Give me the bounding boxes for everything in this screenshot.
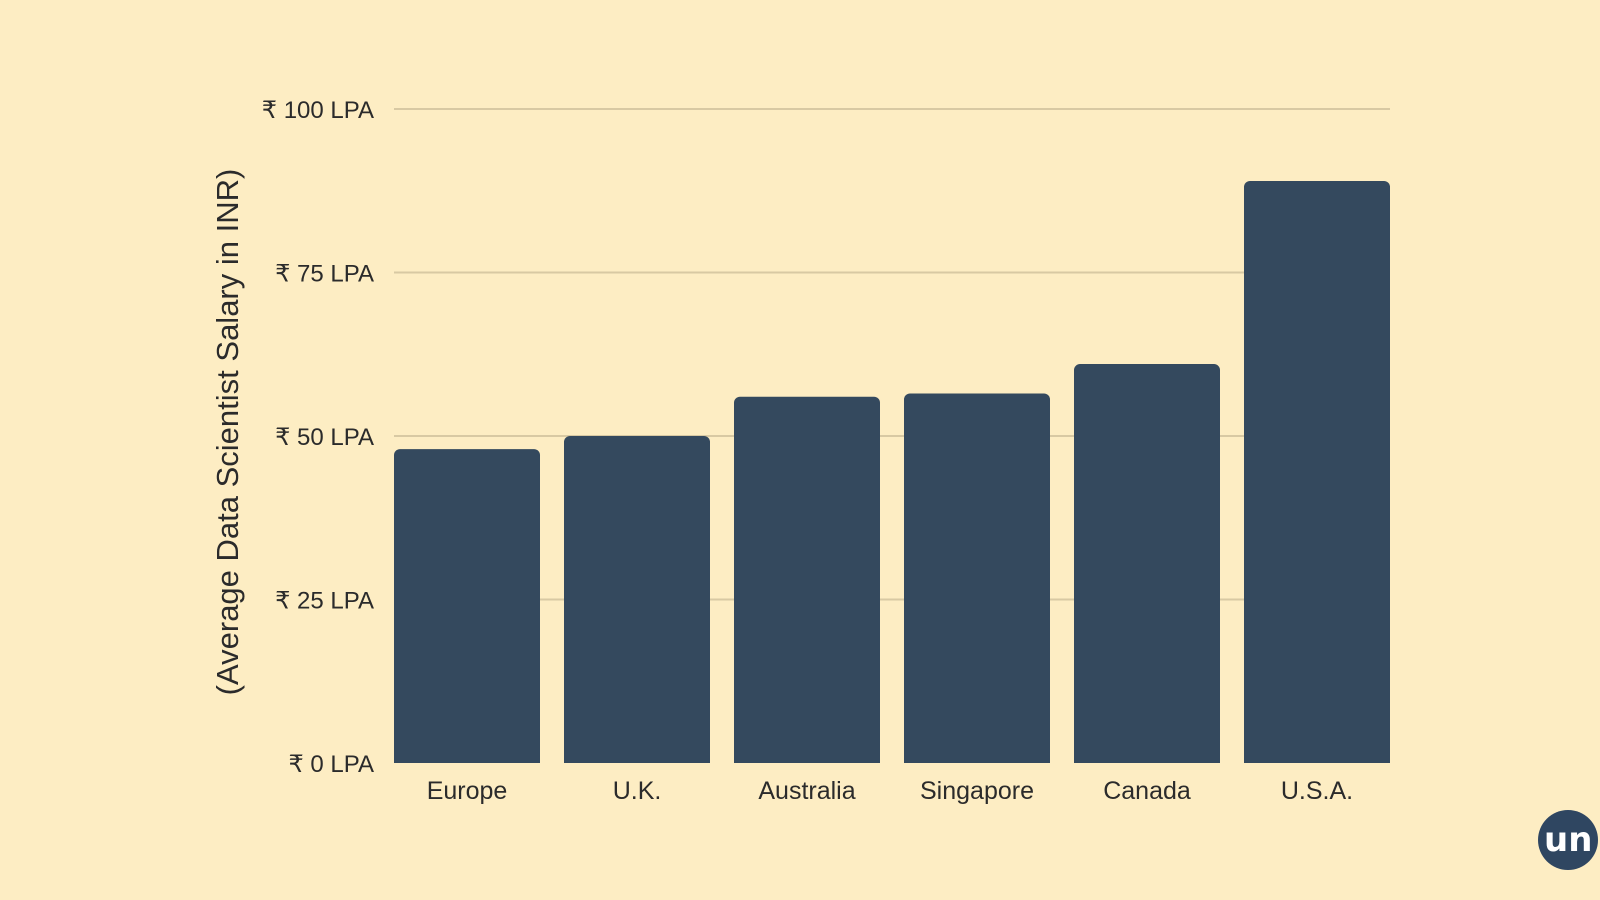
bar-europe [394,449,540,763]
category-labels: Europe U.K. Australia Singapore Canada U.S.A. [427,777,1353,805]
bar-australia [734,396,880,763]
y-axis-title: (Average Data Scientist Salary in INR) [210,169,245,696]
bar-base [564,755,710,763]
brand-logo: un [1538,810,1598,870]
y-tick-label: ₹ 100 LPA [262,97,374,124]
bar-base [734,755,880,763]
bar-base [1244,755,1390,763]
bar-singapore [904,393,1050,763]
y-tick-label: ₹ 50 LPA [275,424,374,451]
bar-canada [1074,364,1220,763]
bar-base [1074,755,1220,763]
y-tick-label: ₹ 75 LPA [275,261,374,288]
bar-base [904,755,1050,763]
y-tick-label: ₹ 0 LPA [288,751,374,778]
x-category-label: Singapore [920,777,1034,805]
bar-base [394,755,540,763]
x-category-label: U.K. [613,777,662,805]
x-category-label: U.S.A. [1281,777,1353,805]
bar-u-k [564,436,710,763]
y-tick-label: ₹ 25 LPA [275,588,374,615]
gridlines [394,108,1390,601]
x-category-label: Europe [427,777,508,805]
x-category-label: Canada [1103,777,1191,805]
x-category-label: Australia [758,777,855,805]
y-tick-labels: ₹ 0 LPA ₹ 25 LPA ₹ 50 LPA ₹ 75 LPA ₹ 100 LPA [262,97,374,778]
bars [394,180,1390,763]
bar-u-s-a [1244,180,1390,763]
